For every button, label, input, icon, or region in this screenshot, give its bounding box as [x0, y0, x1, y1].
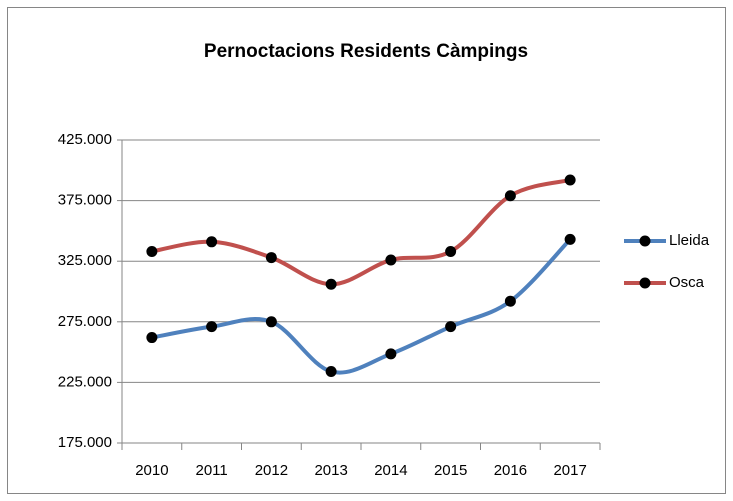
data-point — [146, 246, 158, 258]
legend-label: Osca — [669, 274, 705, 291]
x-tick-label: 2014 — [374, 462, 407, 479]
x-tick-label: 2010 — [135, 462, 168, 479]
data-point — [385, 254, 397, 266]
data-point — [325, 278, 337, 290]
data-point — [206, 236, 218, 248]
data-point — [265, 252, 277, 264]
data-point — [325, 365, 337, 377]
data-point — [265, 316, 277, 328]
y-tick-label: 275.000 — [58, 313, 112, 330]
x-tick-label: 2011 — [195, 462, 227, 479]
x-tick-label: 2012 — [255, 462, 288, 479]
data-point — [146, 332, 158, 344]
y-tick-label: 375.000 — [58, 192, 112, 209]
x-tick-label: 2013 — [314, 462, 347, 479]
data-point — [445, 246, 457, 258]
data-point — [504, 295, 516, 307]
data-point — [564, 174, 576, 186]
x-tick-label: 2015 — [434, 462, 467, 479]
y-tick-label: 425.000 — [58, 131, 112, 148]
legend-marker — [639, 235, 651, 247]
chart-frame — [7, 7, 726, 494]
legend-label: Lleida — [669, 232, 710, 249]
data-point — [504, 190, 516, 202]
y-tick-label: 175.000 — [58, 434, 112, 451]
data-point — [385, 348, 397, 360]
x-tick-label: 2016 — [494, 462, 527, 479]
y-tick-label: 225.000 — [58, 373, 112, 390]
data-point — [564, 233, 576, 245]
y-tick-label: 325.000 — [58, 252, 112, 269]
data-point — [206, 321, 218, 333]
series-line — [151, 178, 571, 287]
chart-title: Pernoctacions Residents Càmpings — [204, 41, 528, 62]
data-point — [445, 321, 457, 333]
legend-marker — [639, 277, 651, 289]
x-tick-label: 2017 — [553, 462, 586, 479]
